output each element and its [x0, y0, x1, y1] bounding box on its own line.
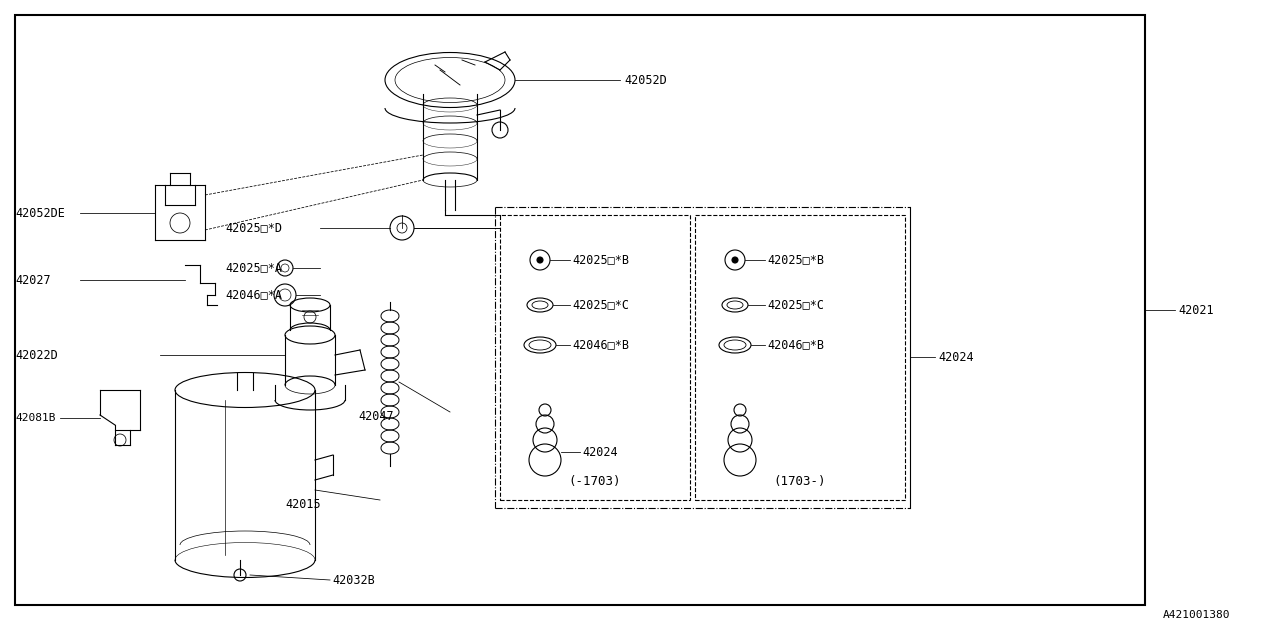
Text: 42015: 42015	[285, 499, 320, 511]
Text: 42025□*C: 42025□*C	[572, 298, 628, 312]
Bar	[500, 215, 690, 500]
Text: 42027: 42027	[15, 273, 51, 287]
Text: 42025□*C: 42025□*C	[767, 298, 824, 312]
Text: 42024: 42024	[938, 351, 974, 364]
Text: 42052DE: 42052DE	[15, 207, 65, 220]
Text: 42046□*B: 42046□*B	[572, 339, 628, 351]
Circle shape	[732, 257, 739, 263]
Text: 42032B: 42032B	[332, 573, 375, 586]
Bar	[695, 215, 905, 500]
Text: 42024: 42024	[582, 445, 618, 458]
Text: 42025□*B: 42025□*B	[572, 253, 628, 266]
Text: 42022D: 42022D	[15, 349, 58, 362]
Text: 42025□*D: 42025□*D	[225, 221, 282, 234]
Text: 42025□*B: 42025□*B	[767, 253, 824, 266]
Text: 42047: 42047	[358, 410, 394, 424]
Text: 42081B: 42081B	[15, 413, 55, 423]
Text: 42025□*A: 42025□*A	[225, 262, 282, 275]
Text: 42021: 42021	[1178, 303, 1213, 317]
Circle shape	[538, 257, 543, 263]
Text: 42052D: 42052D	[625, 74, 667, 86]
Text: 42046□*A: 42046□*A	[225, 289, 282, 301]
Text: 42046□*B: 42046□*B	[767, 339, 824, 351]
Text: A421001380: A421001380	[1162, 610, 1230, 620]
Text: (1703-): (1703-)	[773, 476, 827, 488]
Bar	[15, 15, 1146, 605]
Text: (-1703): (-1703)	[568, 476, 621, 488]
